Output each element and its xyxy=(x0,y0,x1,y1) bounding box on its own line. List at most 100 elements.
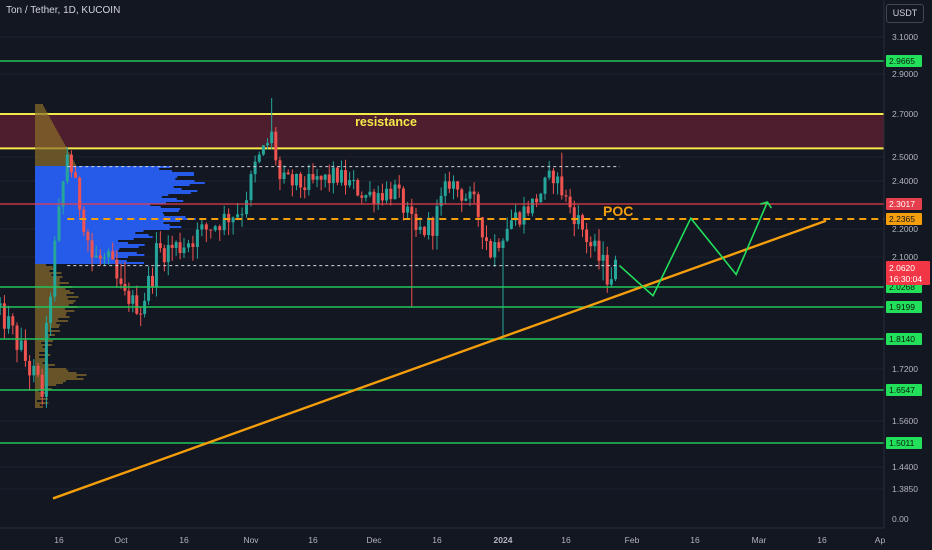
candle-body xyxy=(158,243,162,249)
candle-body xyxy=(107,251,111,258)
volume-bar xyxy=(35,366,49,368)
volume-bar xyxy=(35,248,120,250)
candle-body xyxy=(410,206,414,214)
volume-bar xyxy=(35,216,186,218)
volume-bar xyxy=(35,186,174,188)
x-tick-label: 16 xyxy=(690,535,700,545)
candle-body xyxy=(218,226,222,231)
currency-button[interactable]: USDT xyxy=(886,4,924,23)
time-axis[interactable] xyxy=(0,528,932,550)
candle-body xyxy=(543,177,547,194)
candle-body xyxy=(489,240,493,258)
volume-bar xyxy=(35,212,163,214)
candle-body xyxy=(154,243,158,288)
candle-body xyxy=(556,176,560,184)
volume-bar xyxy=(35,288,66,290)
candle-body xyxy=(82,209,86,233)
candle-body xyxy=(299,173,303,188)
countdown-text: 16:30:04 xyxy=(889,274,922,284)
candle-body xyxy=(135,295,139,314)
y-tick-label: 1.4400 xyxy=(892,462,918,472)
candle-body xyxy=(147,275,151,301)
candle-body xyxy=(597,240,601,261)
volume-bar xyxy=(35,142,64,144)
candle-body xyxy=(435,206,439,236)
candle-body xyxy=(447,181,451,189)
candle-body xyxy=(360,195,364,198)
candle-body xyxy=(401,188,405,213)
candle-body xyxy=(57,206,61,241)
volume-bar xyxy=(35,346,43,348)
volume-bar xyxy=(35,250,119,252)
x-tick-label: 16 xyxy=(308,535,318,545)
candle-body xyxy=(372,191,376,204)
candle-body xyxy=(178,242,182,254)
volume-bar xyxy=(35,252,137,254)
candle-body xyxy=(69,154,73,173)
volume-bar xyxy=(35,206,161,208)
volume-bar xyxy=(35,358,47,360)
volume-bar xyxy=(35,138,62,140)
volume-bar xyxy=(35,274,52,276)
volume-bar xyxy=(35,114,49,116)
volume-bar xyxy=(35,192,191,194)
candle-body xyxy=(368,191,372,196)
x-tick-label: Feb xyxy=(625,535,640,545)
candle-body xyxy=(7,316,11,329)
volume-bar xyxy=(35,268,55,270)
x-tick-label: Nov xyxy=(243,535,259,545)
volume-bar xyxy=(35,112,48,114)
y-tick-label: 2.2000 xyxy=(892,224,918,234)
candle-body xyxy=(102,257,106,259)
candle-body xyxy=(526,206,530,214)
candle-body xyxy=(422,226,426,236)
candle-body xyxy=(19,340,23,350)
volume-bar xyxy=(35,194,169,196)
candle-body xyxy=(439,195,443,207)
volume-bar xyxy=(35,276,63,278)
candle-body xyxy=(323,174,327,180)
volume-bar xyxy=(35,348,46,350)
level-price-tag xyxy=(886,55,922,67)
candle-body xyxy=(464,198,468,201)
candle-body xyxy=(497,242,501,249)
price-levels xyxy=(0,60,884,444)
volume-bar xyxy=(35,370,69,372)
volume-bar xyxy=(35,280,60,282)
volume-bar xyxy=(35,230,144,232)
resistance-label: resistance xyxy=(355,115,417,129)
candle-body xyxy=(162,248,166,263)
volume-bar xyxy=(35,116,50,118)
candle-body xyxy=(49,296,53,323)
volume-bar xyxy=(35,290,70,292)
volume-bar xyxy=(35,140,63,142)
candle-body xyxy=(518,212,522,225)
candles xyxy=(0,98,617,408)
volume-bar xyxy=(35,278,60,280)
volume-bar xyxy=(35,282,69,284)
level-price-tag-text: 2.3017 xyxy=(889,199,915,209)
volume-bar xyxy=(35,382,63,384)
projection-arrowhead xyxy=(760,201,773,209)
candle-body xyxy=(236,214,240,218)
candle-body xyxy=(204,224,208,230)
volume-bar xyxy=(35,378,84,380)
volume-bar xyxy=(35,172,194,174)
volume-bar xyxy=(35,256,129,258)
candle-body xyxy=(601,254,605,261)
candle-body xyxy=(11,316,15,326)
volume-bar xyxy=(35,328,52,330)
candle-body xyxy=(564,195,568,197)
candle-body xyxy=(509,220,513,229)
y-tick-label: 0.00 xyxy=(892,514,909,524)
volume-bar xyxy=(35,162,75,164)
volume-bar xyxy=(35,310,75,312)
candle-body xyxy=(15,325,19,350)
candle-body xyxy=(278,160,282,180)
volume-bar xyxy=(35,144,65,146)
level-price-tag-text: 1.8140 xyxy=(889,334,915,344)
candle-body xyxy=(547,170,551,178)
volume-bar xyxy=(35,118,51,120)
volume-bar xyxy=(35,390,39,392)
